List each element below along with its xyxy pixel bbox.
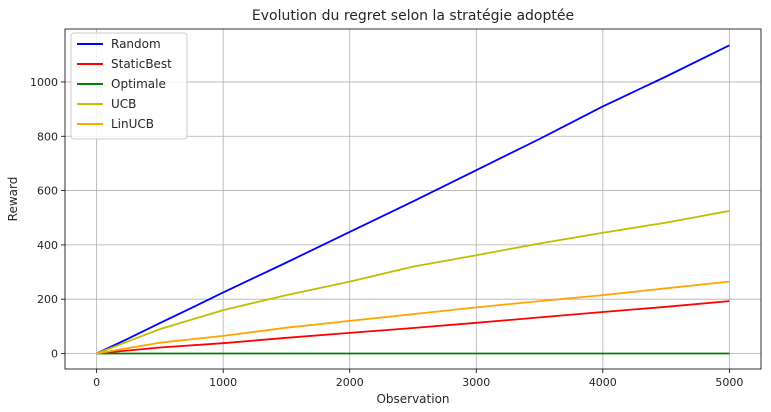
y-axis-title: Reward xyxy=(6,177,20,222)
y-tick-label: 200 xyxy=(37,293,58,306)
legend: Random StaticBest Optimale UCB LinUCB xyxy=(70,32,188,140)
y-tick-label: 600 xyxy=(37,185,58,198)
series-line-ucb xyxy=(96,210,730,355)
series-line-staticbest xyxy=(96,300,730,355)
series-line-linucb xyxy=(96,280,730,355)
x-tick-label: 1000 xyxy=(209,376,237,389)
x-tick-label: 4000 xyxy=(589,376,617,389)
plot-frame xyxy=(64,28,762,370)
x-tick-label: 5000 xyxy=(715,376,743,389)
legend-label-random: Random xyxy=(111,37,161,51)
y-axis-ticks: 0 200 400 600 800 1000 xyxy=(30,76,65,361)
series-layer xyxy=(96,44,730,355)
y-tick-label: 400 xyxy=(37,239,58,252)
x-tick-label: 3000 xyxy=(462,376,490,389)
legend-label-optimale: Optimale xyxy=(111,77,166,91)
y-tick-label: 1000 xyxy=(30,76,58,89)
x-axis-ticks: 0 1000 2000 3000 4000 5000 xyxy=(93,369,743,389)
x-tick-label: 2000 xyxy=(336,376,364,389)
y-tick-label: 0 xyxy=(51,348,58,361)
y-tick-label: 800 xyxy=(37,130,58,143)
chart-title: Evolution du regret selon la stratégie a… xyxy=(252,8,574,24)
legend-box xyxy=(70,32,188,140)
legend-label-ucb: UCB xyxy=(111,97,136,111)
x-axis-title: Observation xyxy=(376,392,449,406)
x-tick-label: 0 xyxy=(93,376,100,389)
series-line-random xyxy=(96,44,730,355)
legend-label-linucb: LinUCB xyxy=(111,117,154,131)
legend-label-staticbest: StaticBest xyxy=(111,57,172,71)
